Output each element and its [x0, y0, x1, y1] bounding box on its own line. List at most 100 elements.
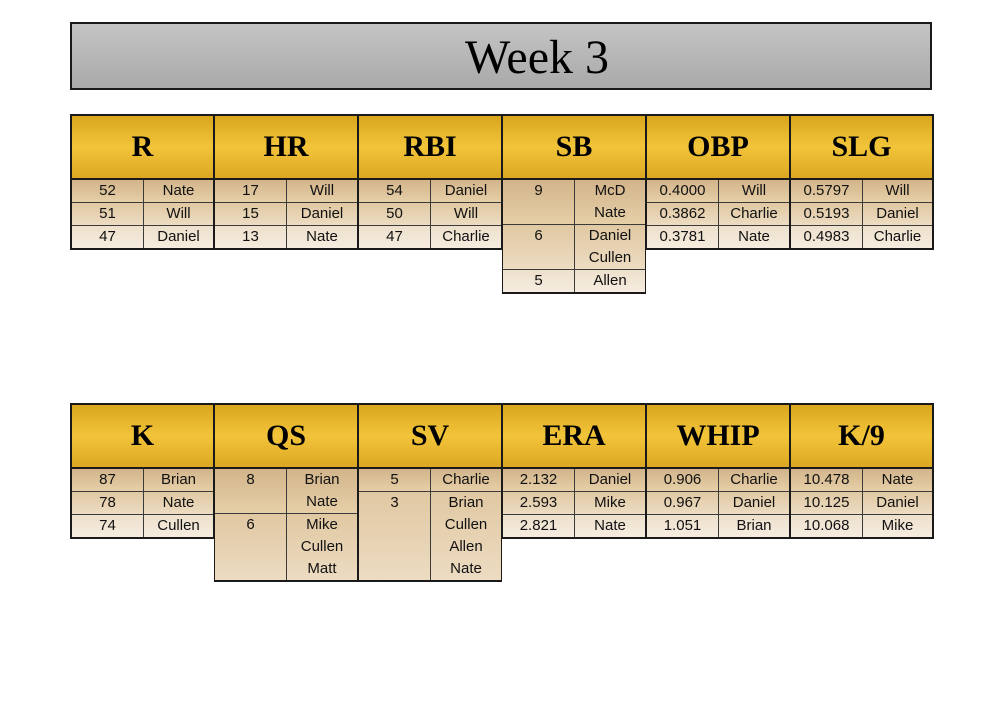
player-names: Charlie: [719, 203, 789, 225]
rank-group: 0.5193 Daniel: [791, 202, 932, 225]
player-name: Nate: [450, 560, 482, 577]
category-rows: 17 Will 15 Daniel 13 Nate: [214, 180, 358, 250]
rank-group: 50 Will: [359, 202, 501, 225]
player-name: Brian: [304, 471, 340, 488]
player-name: Cullen: [588, 249, 632, 266]
category-hr: HR 17 Will 15 Daniel 13 Nate: [214, 114, 358, 294]
player-names: Charlie: [431, 469, 501, 491]
player-name: Nate: [594, 517, 626, 534]
stat-value: 15: [215, 203, 287, 225]
player-names: Will: [719, 180, 789, 202]
rank-group: 0.5797 Will: [791, 180, 932, 202]
player-name: McD: [594, 182, 626, 199]
stat-value: 5: [359, 469, 431, 491]
player-names: Will: [431, 203, 501, 225]
stat-value: 0.3862: [647, 203, 719, 225]
category-header: K/9: [790, 403, 934, 469]
category-era: ERA 2.132 Daniel 2.593 Mike 2.821 Nate: [502, 403, 646, 582]
player-name: Brian: [448, 494, 484, 511]
player-name: Charlie: [442, 471, 490, 488]
stat-value: 0.4000: [647, 180, 719, 202]
category-rows: 2.132 Daniel 2.593 Mike 2.821 Nate: [502, 469, 646, 539]
stat-value: 10.478: [791, 469, 863, 491]
stat-value: 0.4983: [791, 226, 863, 248]
player-name: Nate: [162, 182, 195, 199]
rank-group: 52 Nate: [72, 180, 213, 202]
player-names: Daniel: [863, 492, 932, 514]
stat-value: 0.906: [647, 469, 719, 491]
rank-group: 2.132 Daniel: [503, 469, 645, 491]
player-name: Charlie: [873, 228, 922, 245]
rank-group: 5 Allen: [503, 269, 645, 292]
rank-group: 54 Daniel: [359, 180, 501, 202]
category-rows: 10.478 Nate 10.125 Daniel 10.068 Mike: [790, 469, 934, 539]
stat-value: 78: [72, 492, 144, 514]
rank-group: 0.967 Daniel: [647, 491, 789, 514]
category-obp: OBP 0.4000 Will 0.3862 Charlie 0.3781 Nate: [646, 114, 790, 294]
stat-value: 2.821: [503, 515, 575, 537]
player-names: Daniel: [287, 203, 357, 225]
stat-value: 6: [503, 225, 575, 269]
player-name: Matt: [307, 560, 337, 577]
player-names: McD Nate: [575, 180, 645, 224]
rank-group: 0.906 Charlie: [647, 469, 789, 491]
category-rows: 0.4000 Will 0.3862 Charlie 0.3781 Nate: [646, 180, 790, 250]
stat-value: 10.068: [791, 515, 863, 537]
stat-value: 47: [359, 226, 431, 248]
player-name: Charlie: [730, 205, 778, 222]
stat-value: 0.5797: [791, 180, 863, 202]
category-header: QS: [214, 403, 358, 469]
player-names: Daniel: [719, 492, 789, 514]
player-name: Will: [309, 182, 335, 199]
stat-value: 17: [215, 180, 287, 202]
player-name: Daniel: [444, 182, 488, 199]
stat-value: 3: [359, 492, 431, 580]
player-name: Nate: [306, 493, 338, 510]
rank-group: 47 Charlie: [359, 225, 501, 248]
rank-group: 3 Brian Cullen Allen Nate: [359, 491, 501, 580]
player-name: Daniel: [876, 494, 919, 511]
player-names: Mike: [575, 492, 645, 514]
stat-value: 13: [215, 226, 287, 248]
player-names: Cullen: [144, 515, 213, 537]
player-name: Cullen: [444, 516, 488, 533]
stat-value: 6: [215, 514, 287, 580]
category-rows: 9 McD Nate 6 Daniel Cullen 5 Allen: [502, 180, 646, 294]
player-names: Daniel: [144, 226, 213, 248]
hitting-leaders-table: R 52 Nate 51 Will 47 Daniel HR 17 Will 15 Daniel 13 N…: [70, 114, 934, 294]
player-names: Will: [863, 180, 932, 202]
rank-group: 0.4983 Charlie: [791, 225, 932, 248]
player-name: Charlie: [442, 228, 490, 245]
player-name: Cullen: [300, 538, 344, 555]
rank-group: 0.3862 Charlie: [647, 202, 789, 225]
category-header: RBI: [358, 114, 502, 180]
category-header: K: [70, 403, 214, 469]
stat-value: 87: [72, 469, 144, 491]
category-r: R 52 Nate 51 Will 47 Daniel: [70, 114, 214, 294]
category-sb: SB 9 McD Nate 6 Daniel Cullen 5 Allen: [502, 114, 646, 294]
player-names: Daniel: [575, 469, 645, 491]
player-name: Will: [885, 182, 910, 199]
rank-group: 0.4000 Will: [647, 180, 789, 202]
player-name: Daniel: [588, 471, 632, 488]
player-names: Brian: [719, 515, 789, 537]
category-header: R: [70, 114, 214, 180]
rank-group: 5 Charlie: [359, 469, 501, 491]
stat-value: 0.3781: [647, 226, 719, 248]
player-names: Nate: [144, 180, 213, 202]
player-name: Brian: [160, 471, 197, 488]
category-header: WHIP: [646, 403, 790, 469]
player-names: Charlie: [863, 226, 932, 248]
player-names: Charlie: [431, 226, 501, 248]
category-rows: 0.5797 Will 0.5193 Daniel 0.4983 Charlie: [790, 180, 934, 250]
player-name: Daniel: [300, 205, 344, 222]
category-sv: SV 5 Charlie 3 Brian Cullen Allen Nate: [358, 403, 502, 582]
stat-value: 2.593: [503, 492, 575, 514]
category-header: ERA: [502, 403, 646, 469]
stat-value: 8: [215, 469, 287, 513]
rank-group: 51 Will: [72, 202, 213, 225]
player-name: Daniel: [157, 228, 200, 245]
stat-value: 0.967: [647, 492, 719, 514]
category-slg: SLG 0.5797 Will 0.5193 Daniel 0.4983 Charlie: [790, 114, 934, 294]
rank-group: 6 Mike Cullen Matt: [215, 513, 357, 580]
